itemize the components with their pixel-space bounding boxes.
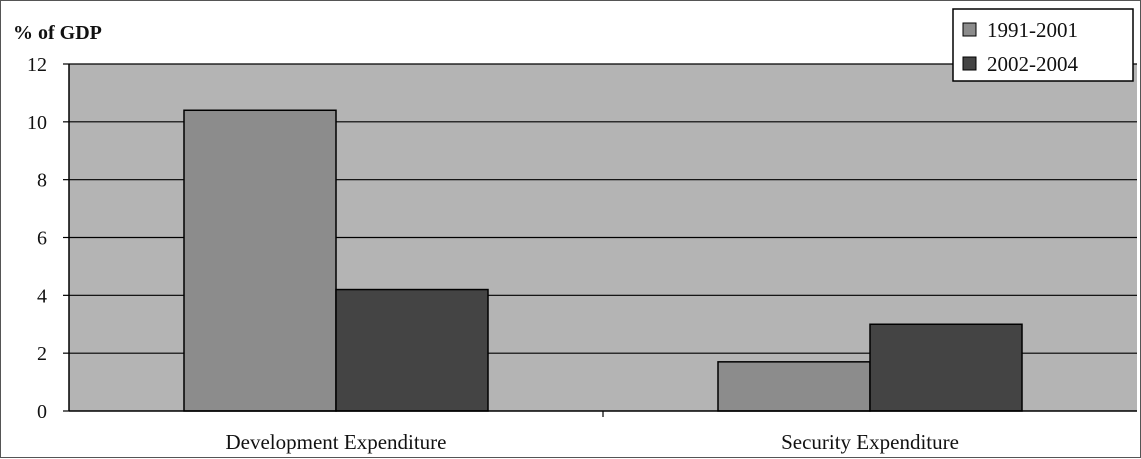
y-axis-title: % of GDP [13,22,102,44]
y-tick-label: 8 [37,170,47,192]
legend-label: 2002-2004 [987,52,1078,76]
legend-swatch [962,56,977,71]
y-tick-label: 2 [37,343,47,365]
bar-2002-2004-development-expenditure [335,288,489,412]
legend-box [952,8,1134,82]
legend-label: 1991-2001 [987,18,1078,42]
y-tick-label: 12 [27,54,47,76]
x-axis-labels: Development Expenditure Security Expendit… [225,411,959,454]
bar-1991-2001-development-expenditure [183,109,337,412]
y-axis-ticks: 0 2 4 6 8 10 12 [27,54,69,423]
legend-swatch [962,22,977,37]
bar-2002-2004-security-expenditure [869,323,1023,412]
y-tick-label: 4 [37,285,47,307]
x-category-label: Development Expenditure [225,430,446,454]
y-tick-label: 6 [37,228,47,250]
y-tick-label: 0 [37,401,47,423]
bar-1991-2001-security-expenditure [717,361,871,412]
x-category-label: Security Expenditure [781,430,959,454]
y-tick-label: 10 [27,112,47,134]
legend: 1991-2001 2002-2004 [952,8,1134,82]
bars [183,109,1023,412]
